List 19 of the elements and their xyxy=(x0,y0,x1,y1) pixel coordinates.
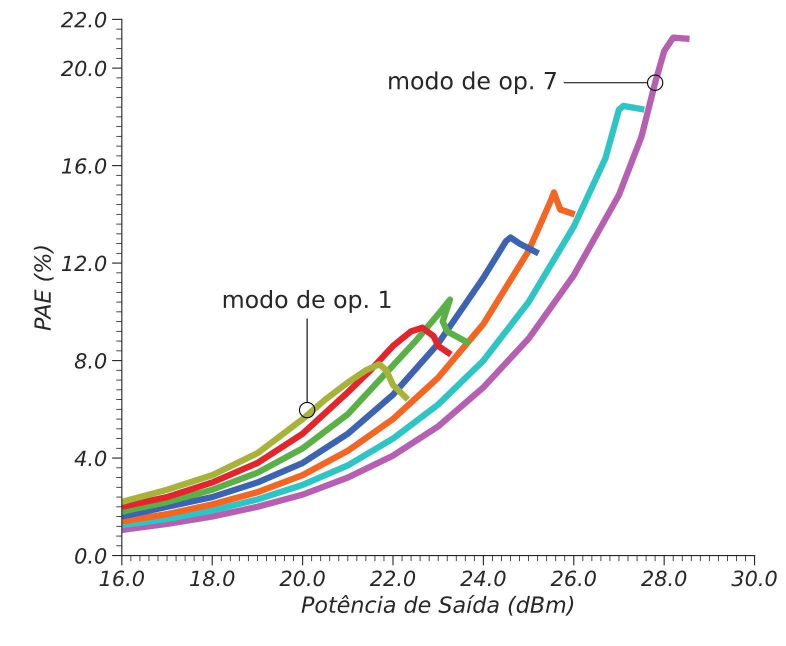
x-axis-title: Potência de Saída (dBm) xyxy=(302,594,574,616)
x-tick-label: 24.0 xyxy=(460,570,506,586)
x-tick-label: 18.0 xyxy=(190,570,234,586)
y-tick-label: 8.0 xyxy=(74,353,106,369)
y-tick-label: 16.0 xyxy=(62,158,106,174)
x-tick-label: 22.0 xyxy=(370,570,416,586)
x-tick-label: 26.0 xyxy=(550,570,596,586)
annotation: modo de op. 1 xyxy=(224,290,390,313)
y-tick-label: 20.0 xyxy=(60,60,106,76)
y-tick-label: 12.0 xyxy=(62,256,106,272)
y-tick-label: 0.0 xyxy=(75,548,106,564)
y-tick-label: 4.0 xyxy=(74,450,106,466)
x-tick-label: 16.0 xyxy=(100,570,144,586)
annotation: modo de op. 7 xyxy=(389,71,556,94)
y-axis-title: PAE (%) xyxy=(34,246,54,330)
x-tick-label: 30.0 xyxy=(731,570,777,586)
x-tick-label: 28.0 xyxy=(641,570,686,586)
y-tick-label: 22.0 xyxy=(60,12,106,28)
x-tick-label: 20.0 xyxy=(280,570,325,586)
